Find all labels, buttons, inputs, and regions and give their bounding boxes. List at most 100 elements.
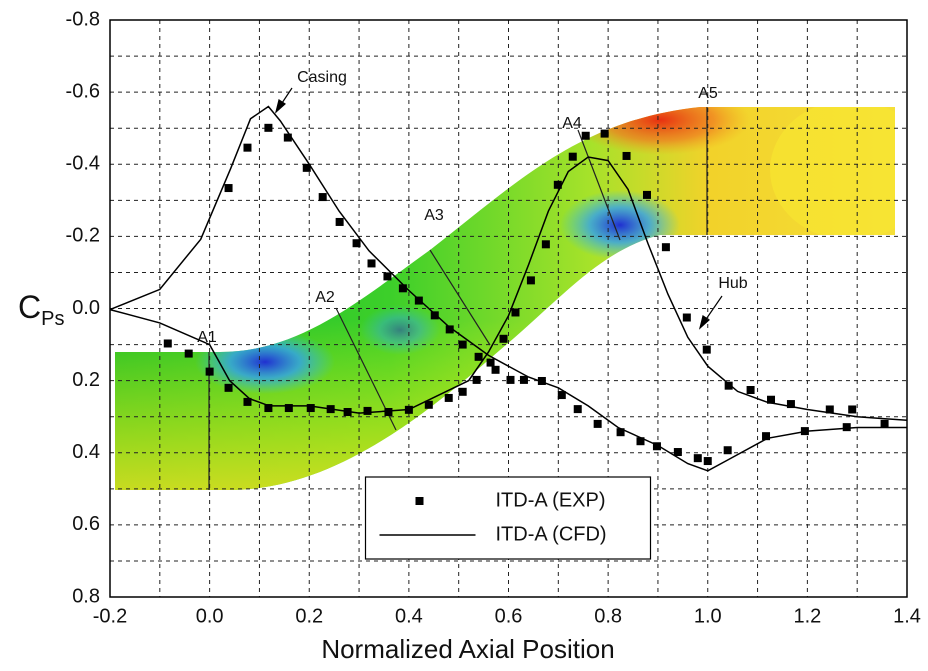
annotation: A1 <box>197 329 217 346</box>
data-point <box>642 190 651 199</box>
x-tick-label: 1.2 <box>793 605 821 627</box>
data-layer <box>109 105 908 472</box>
annotation: A5 <box>698 85 718 102</box>
data-point <box>444 393 453 402</box>
data-point <box>622 151 631 160</box>
y-axis-title-main: C <box>18 289 41 325</box>
data-point <box>723 446 732 455</box>
data-point <box>693 454 702 463</box>
y-axis-title: CPs <box>18 289 64 330</box>
plot-frame <box>109 19 908 598</box>
x-tick-label: -0.2 <box>93 605 127 627</box>
data-point <box>842 423 851 432</box>
x-tick-label: 0.0 <box>196 605 224 627</box>
data-point <box>767 395 776 404</box>
data-point <box>825 405 834 414</box>
data-point <box>414 296 423 305</box>
data-point <box>363 406 372 415</box>
data-point <box>568 152 577 161</box>
annotation: A4 <box>562 115 582 132</box>
data-point <box>224 383 233 392</box>
data-point <box>264 404 273 413</box>
data-point <box>458 387 467 396</box>
data-point <box>352 239 361 248</box>
x-tick-label: 0.2 <box>295 605 323 627</box>
data-point <box>474 352 483 361</box>
data-point <box>616 428 625 437</box>
data-point <box>398 284 407 293</box>
data-point <box>557 391 566 400</box>
data-point <box>682 313 691 322</box>
data-point <box>553 180 562 189</box>
data-point <box>786 400 795 409</box>
data-point <box>283 133 292 142</box>
annotation: Hub <box>718 275 747 292</box>
x-tick-label: 1.0 <box>694 605 722 627</box>
data-point <box>506 375 515 384</box>
y-tick-label: 0.6 <box>72 513 100 535</box>
data-point <box>205 367 214 376</box>
y-tick-label: -0.2 <box>66 225 100 247</box>
y-tick-label: -0.8 <box>66 8 100 30</box>
y-tick-label: -0.4 <box>66 153 100 175</box>
x-axis-title: Normalized Axial Position <box>321 634 614 664</box>
legend-symbol <box>415 497 424 505</box>
data-point <box>880 419 889 428</box>
y-tick-label: 0.8 <box>72 585 100 607</box>
data-point <box>430 311 439 320</box>
data-point <box>652 442 661 451</box>
data-point <box>499 334 508 343</box>
data-point <box>541 240 550 249</box>
data-point <box>318 193 327 202</box>
annotation: A2 <box>315 289 335 306</box>
data-point <box>519 375 528 384</box>
x-tick-label: 0.6 <box>495 605 523 627</box>
x-tick-label: 0.8 <box>594 605 622 627</box>
data-point <box>848 405 857 414</box>
data-point <box>636 437 645 446</box>
data-point <box>526 276 535 285</box>
data-point <box>573 405 582 414</box>
y-tick-label: 0.0 <box>72 297 100 319</box>
data-point <box>184 349 193 358</box>
data-point <box>673 448 682 457</box>
data-point <box>264 123 273 132</box>
data-point <box>424 400 433 409</box>
data-point <box>367 259 376 268</box>
data-point <box>302 163 311 172</box>
data-point <box>486 358 495 367</box>
annotation: Casing <box>297 69 347 86</box>
legend-label: ITD-A (CFD) <box>496 523 607 545</box>
data-point <box>224 184 233 193</box>
data-point <box>702 345 711 354</box>
data-point <box>537 376 546 385</box>
x-tick-label: 1.4 <box>893 605 921 627</box>
data-point <box>724 381 733 390</box>
legend-box <box>364 476 652 560</box>
y-axis-title-sub: Ps <box>41 308 64 330</box>
data-point <box>762 432 771 441</box>
data-point <box>458 340 467 349</box>
x-tick-label: 0.4 <box>395 605 423 627</box>
contour <box>115 107 895 490</box>
data-point <box>703 457 712 466</box>
data-point <box>746 386 755 395</box>
data-point <box>383 272 392 281</box>
y-tick-label: 0.4 <box>72 441 100 463</box>
data-point <box>243 397 252 406</box>
data-point <box>600 129 609 138</box>
legend: ITD-A (EXP) ITD-A (CFD) <box>364 476 652 560</box>
data-point <box>306 404 315 413</box>
data-point <box>661 243 670 252</box>
data-point <box>491 365 500 374</box>
y-tick-label: -0.6 <box>66 80 100 102</box>
data-point <box>384 407 393 416</box>
data-point <box>335 217 344 226</box>
data-point <box>445 325 454 334</box>
data-point <box>581 131 590 140</box>
annotation: A3 <box>424 207 444 224</box>
annotation-arrows <box>274 87 723 330</box>
data-point <box>284 404 293 413</box>
data-point <box>472 375 481 384</box>
